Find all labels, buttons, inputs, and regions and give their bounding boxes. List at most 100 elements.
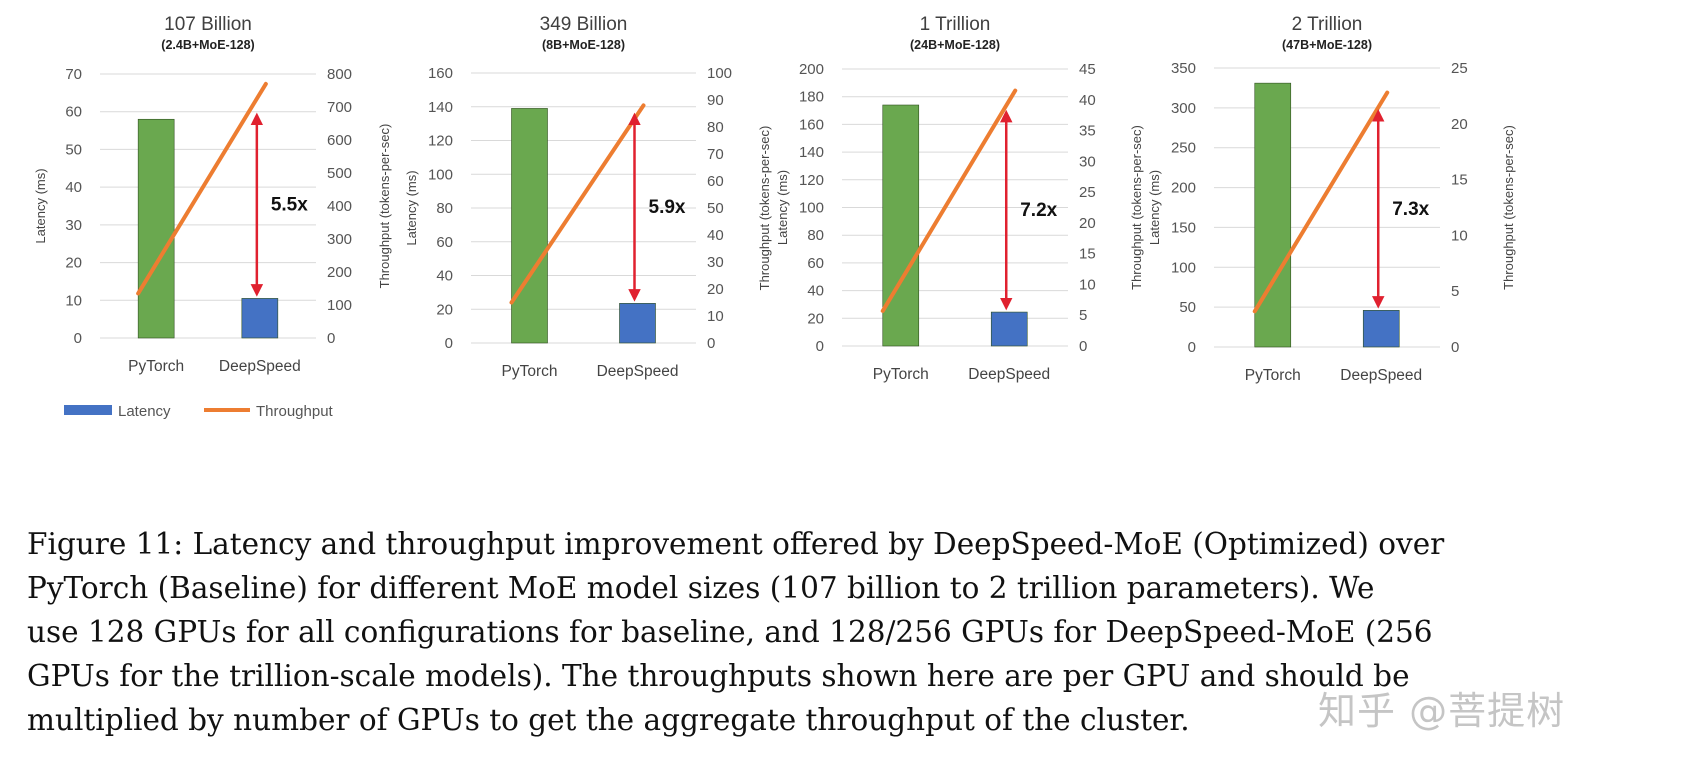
legend-swatch-latency <box>64 405 112 415</box>
y2-tick-label: 100 <box>327 297 352 314</box>
y-tick-label: 20 <box>65 255 82 272</box>
watermark: 知乎 @菩提树 <box>1318 689 1566 733</box>
latency-bar-pytorch <box>511 108 548 344</box>
y2-tick-label: 60 <box>707 173 724 190</box>
y-tick-label: 140 <box>428 99 453 116</box>
caption-line-2: PyTorch (Baseline) for different MoE mod… <box>27 571 1375 605</box>
y2-tick-label: 0 <box>1079 338 1087 355</box>
y2-tick-label: 5 <box>1079 307 1087 324</box>
y2-tick-label: 5 <box>1451 283 1459 300</box>
y2-tick-label: 35 <box>1079 123 1096 140</box>
y-tick-label: 250 <box>1171 140 1196 157</box>
y2-tick-label: 15 <box>1451 172 1468 189</box>
y-tick-label: 60 <box>65 104 82 121</box>
y2-tick-label: 400 <box>327 198 352 215</box>
y-tick-label: 50 <box>65 141 82 158</box>
y2-tick-label: 0 <box>1451 339 1459 356</box>
y2-tick-label: 15 <box>1079 246 1096 263</box>
legend-label-latency: Latency <box>118 403 171 420</box>
x-tick-label: DeepSpeed <box>1340 367 1422 384</box>
y-axis-label: Latency (ms) <box>775 170 790 245</box>
y-tick-label: 200 <box>799 61 824 78</box>
y2-tick-label: 100 <box>707 65 732 82</box>
throughput-line <box>509 103 646 305</box>
y2-tick-label: 30 <box>707 254 724 271</box>
y2-tick-label: 20 <box>1451 116 1468 133</box>
caption-line-3: use 128 GPUs for all configurations for … <box>27 615 1433 649</box>
y2-tick-label: 10 <box>1451 227 1468 244</box>
x-tick-label: DeepSpeed <box>219 358 301 375</box>
latency-bar-deepspeed <box>619 303 656 344</box>
chart-panel-4: 2 Trillion(47B+MoE-128)05010015020025030… <box>1147 14 1516 384</box>
chart-subtitle: (47B+MoE-128) <box>1282 38 1372 52</box>
latency-bar-pytorch <box>882 104 920 347</box>
y-tick-label: 80 <box>436 200 453 217</box>
y-tick-label: 120 <box>428 133 453 150</box>
speedup-label: 7.2x <box>1020 200 1057 221</box>
speedup-label: 5.9x <box>649 197 686 218</box>
y-axis-label: Latency (ms) <box>1147 170 1162 245</box>
chart-title: 1 Trillion <box>920 14 991 35</box>
y-tick-label: 0 <box>816 338 824 355</box>
latency-bar-pytorch <box>1254 82 1292 348</box>
y-tick-label: 140 <box>799 144 824 161</box>
x-tick-label: PyTorch <box>502 363 558 380</box>
y-tick-label: 20 <box>807 310 824 327</box>
latency-bar-deepspeed <box>1362 310 1400 348</box>
chart-subtitle: (2.4B+MoE-128) <box>161 38 254 52</box>
speedup-label: 5.5x <box>271 195 308 216</box>
chart-subtitle: (24B+MoE-128) <box>910 38 1000 52</box>
y-tick-label: 40 <box>65 179 82 196</box>
y2-tick-label: 200 <box>327 264 352 281</box>
y-tick-label: 200 <box>1171 180 1196 197</box>
y2-tick-label: 40 <box>707 227 724 244</box>
latency-bar-deepspeed <box>241 298 279 339</box>
y2-tick-label: 600 <box>327 132 352 149</box>
latency-bar-pytorch <box>137 118 175 339</box>
y2-tick-label: 25 <box>1451 60 1468 77</box>
y2-tick-label: 40 <box>1079 92 1096 109</box>
y-tick-label: 20 <box>436 301 453 318</box>
chart-title: 107 Billion <box>164 14 252 35</box>
chart-panel-2: 349 Billion(8B+MoE-128)02040608010012014… <box>404 14 772 380</box>
legend-label-throughput: Throughput <box>256 403 334 420</box>
y2-tick-label: 300 <box>327 231 352 248</box>
x-tick-label: PyTorch <box>873 366 929 383</box>
y-tick-label: 60 <box>807 255 824 272</box>
y-tick-label: 80 <box>807 227 824 244</box>
y-tick-label: 160 <box>799 116 824 133</box>
y2-axis-label: Throughput (tokens-per-sec) <box>377 124 392 289</box>
throughput-line <box>136 81 268 296</box>
y-tick-label: 0 <box>1188 339 1196 356</box>
y-axis-label: Latency (ms) <box>33 168 48 243</box>
chart-legend: Latency Throughput <box>64 403 334 420</box>
x-tick-label: DeepSpeed <box>597 363 679 380</box>
y-tick-label: 70 <box>65 66 82 83</box>
chart-title: 2 Trillion <box>1292 14 1363 35</box>
y2-tick-label: 90 <box>707 92 724 109</box>
speedup-label: 7.3x <box>1392 199 1429 220</box>
caption-line-5: multiplied by number of GPUs to get the … <box>27 703 1190 737</box>
y2-tick-label: 500 <box>327 165 352 182</box>
y2-tick-label: 25 <box>1079 184 1096 201</box>
y-tick-label: 100 <box>428 166 453 183</box>
chart-panel-3: 1 Trillion(24B+MoE-128)02040608010012014… <box>775 14 1144 383</box>
y-tick-label: 160 <box>428 65 453 82</box>
y-tick-label: 30 <box>65 217 82 234</box>
throughput-line <box>1252 90 1390 314</box>
y2-tick-label: 10 <box>1079 276 1096 293</box>
y-tick-label: 60 <box>436 234 453 251</box>
y-tick-label: 180 <box>799 89 824 106</box>
y2-tick-label: 80 <box>707 119 724 136</box>
x-tick-label: DeepSpeed <box>968 366 1050 383</box>
y-axis-label: Latency (ms) <box>404 170 419 245</box>
y-tick-label: 0 <box>445 335 453 352</box>
y2-tick-label: 50 <box>707 200 724 217</box>
y2-tick-label: 10 <box>707 308 724 325</box>
y-tick-label: 40 <box>807 283 824 300</box>
caption-line-1: Figure 11: Latency and throughput improv… <box>27 527 1445 561</box>
y2-tick-label: 20 <box>707 281 724 298</box>
y2-axis-label: Throughput (tokens-per-sec) <box>1129 125 1144 290</box>
y-tick-label: 50 <box>1179 299 1196 316</box>
y2-tick-label: 800 <box>327 66 352 83</box>
